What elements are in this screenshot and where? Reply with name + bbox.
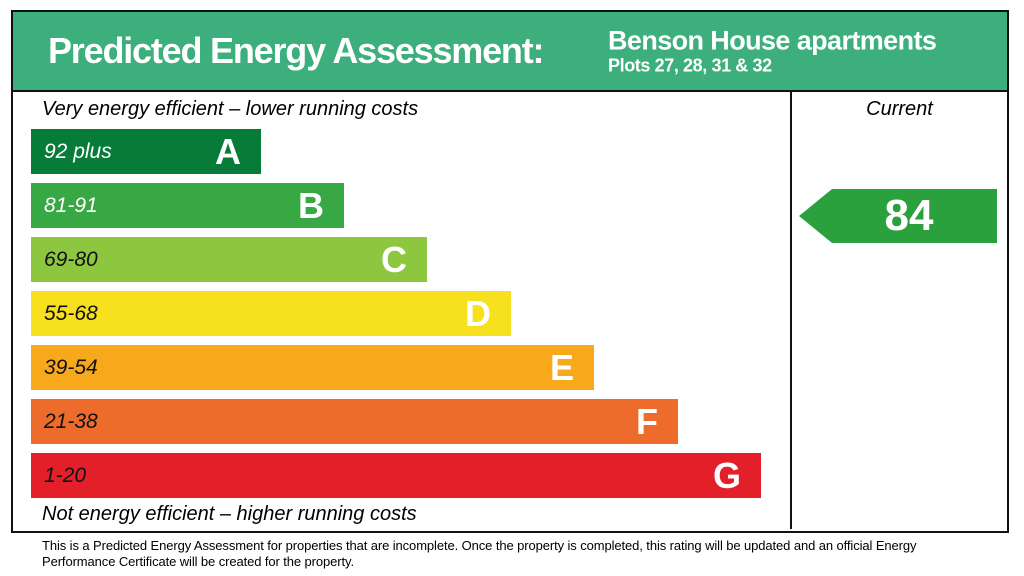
rating-band-g: 1-20 G [31, 453, 761, 498]
header-banner: Predicted Energy Assessment: Benson Hous… [13, 12, 1007, 92]
band-range-label: 92 plus [44, 139, 112, 163]
band-range-label: 81-91 [44, 193, 98, 217]
band-range-label: 69-80 [44, 247, 98, 271]
band-range-label: 39-54 [44, 355, 98, 379]
current-rating-arrow: 84 [799, 189, 997, 243]
caption-very-efficient: Very energy efficient – lower running co… [42, 98, 419, 120]
energy-assessment-certificate: Predicted Energy Assessment: Benson Hous… [11, 10, 1009, 533]
rating-band-b: 81-91 B [31, 183, 344, 228]
rating-band-f: 21-38 F [31, 399, 678, 444]
rating-band-e: 39-54 E [31, 345, 594, 390]
band-letter: C [381, 238, 407, 280]
property-name: Benson House apartments [608, 25, 937, 56]
current-rating-value: 84 [884, 191, 934, 240]
epc-rating-chart: Very energy efficient – lower running co… [13, 92, 1007, 529]
rating-band-d: 55-68 D [31, 291, 511, 336]
band-letter: D [465, 292, 491, 334]
property-plots: Plots 27, 28, 31 & 32 [608, 55, 772, 76]
band-letter: B [298, 184, 324, 226]
band-letter: E [549, 346, 574, 388]
rating-band-c: 69-80 C [31, 237, 427, 282]
caption-not-efficient: Not energy efficient – higher running co… [42, 503, 417, 525]
band-range-label: 55-68 [44, 301, 98, 325]
rating-band-a: 92 plus A [31, 129, 261, 174]
property-info: Benson House apartments Plots 27, 28, 31… [608, 25, 937, 77]
band-range-label: 1-20 [44, 463, 87, 487]
current-column-header: Current [866, 98, 933, 120]
footer-disclaimer: This is a Predicted Energy Assessment fo… [42, 538, 917, 569]
band-letter: F [636, 400, 658, 442]
band-range-label: 21-38 [44, 409, 98, 433]
page-title: Predicted Energy Assessment: [48, 30, 544, 71]
column-divider [790, 92, 792, 529]
band-letter: G [712, 454, 741, 496]
band-letter: A [215, 130, 241, 172]
